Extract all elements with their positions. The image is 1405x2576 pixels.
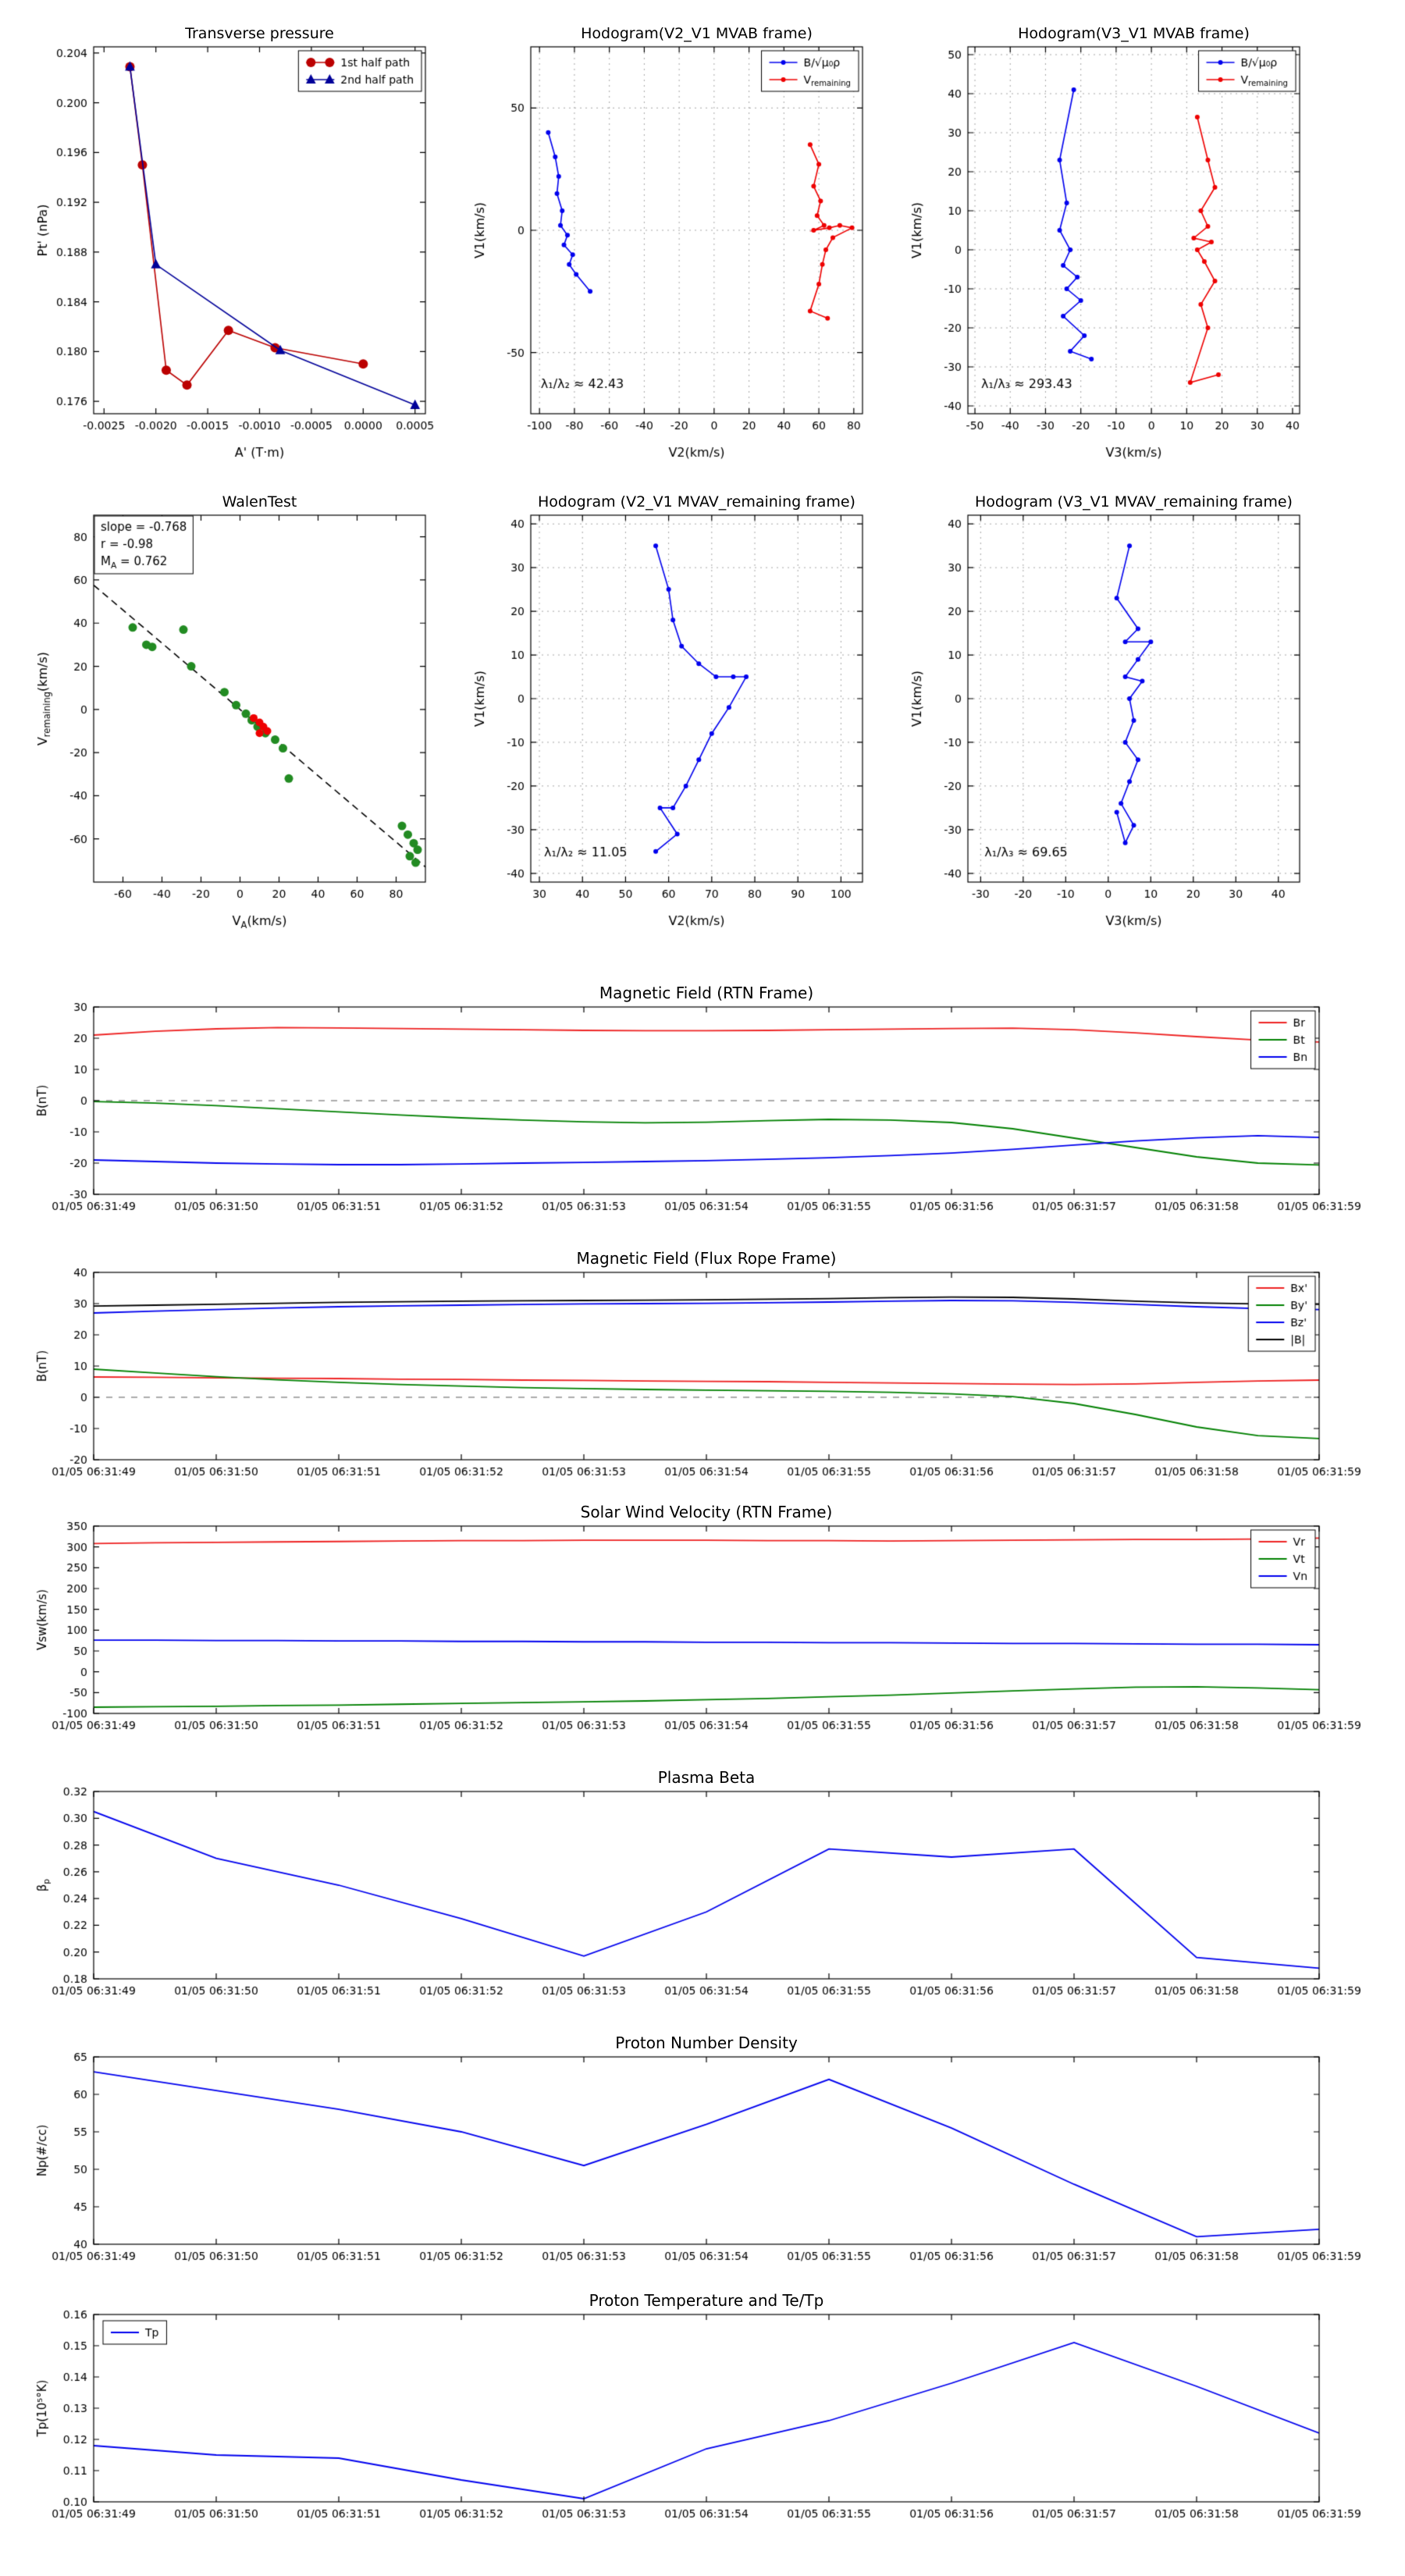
- hodogram-v3v1-mvab-panel: Hodogram(V3_V1 MVAB frame): [898, 16, 1335, 484]
- proton-density-chart: [23, 2018, 1382, 2279]
- hodogram-v2v1-mvab-chart: [461, 16, 898, 484]
- proton-density-panel: Proton Number Density: [23, 2018, 1382, 2279]
- solar-wind-velocity-panel: Solar Wind Velocity (RTN Frame): [23, 1487, 1382, 1749]
- hodogram-v3v1-mvav-panel: Hodogram (V3_V1 MVAV_remaining frame): [898, 484, 1335, 952]
- hodogram-v2v1-mvav-panel: Hodogram (V2_V1 MVAV_remaining frame): [461, 484, 898, 952]
- chart-title: WalenTest: [222, 493, 297, 511]
- chart-title: Magnetic Field (Flux Rope Frame): [576, 1249, 837, 1268]
- plasma-beta-chart: [23, 1752, 1382, 2014]
- magnetic-field-rtn-chart: [23, 968, 1382, 1229]
- chart-title: Plasma Beta: [657, 1768, 756, 1787]
- chart-title: Transverse pressure: [185, 25, 334, 42]
- plasma-beta-panel: Plasma Beta: [23, 1752, 1382, 2014]
- transverse-pressure-chart: [23, 16, 461, 484]
- hodogram-v3v1-mvav-chart: [898, 484, 1335, 952]
- solar-wind-velocity-chart: [23, 1487, 1382, 1749]
- chart-title: Magnetic Field (RTN Frame): [599, 984, 814, 1002]
- proton-temperature-chart: [23, 2275, 1382, 2537]
- proton-temperature-panel: Proton Temperature and Te/Tp: [23, 2275, 1382, 2537]
- chart-title: Hodogram(V3_V1 MVAB frame): [1018, 25, 1250, 42]
- chart-title: Hodogram (V3_V1 MVAV_remaining frame): [975, 493, 1293, 511]
- magnetic-field-flux-rope-panel: Magnetic Field (Flux Rope Frame): [23, 1233, 1382, 1495]
- chart-title: Proton Number Density: [615, 2033, 798, 2052]
- magnetic-field-rtn-panel: Magnetic Field (RTN Frame): [23, 968, 1382, 1229]
- hodogram-v3v1-mvab-chart: [898, 16, 1335, 484]
- chart-title: Solar Wind Velocity (RTN Frame): [580, 1503, 833, 1521]
- hodogram-v2v1-mvav-chart: [461, 484, 898, 952]
- chart-title: Hodogram(V2_V1 MVAB frame): [581, 25, 813, 42]
- walen-test-chart: [23, 484, 461, 952]
- walen-test-panel: WalenTest: [23, 484, 461, 952]
- magnetic-field-flux-rope-chart: [23, 1233, 1382, 1495]
- hodogram-v2v1-mvab-panel: Hodogram(V2_V1 MVAB frame): [461, 16, 898, 484]
- chart-title: Proton Temperature and Te/Tp: [589, 2291, 824, 2310]
- transverse-pressure-panel: Transverse pressure: [23, 16, 461, 484]
- chart-title: Hodogram (V2_V1 MVAV_remaining frame): [538, 493, 855, 511]
